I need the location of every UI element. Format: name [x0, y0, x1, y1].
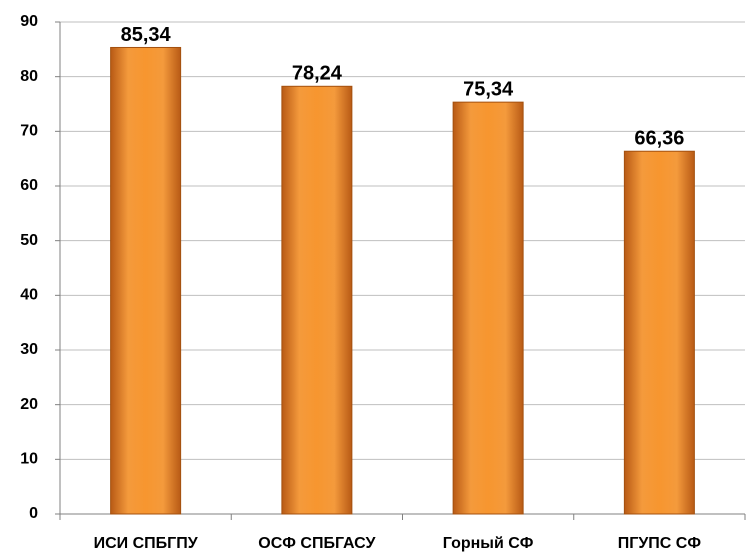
value-label: 66,36: [634, 128, 684, 150]
bar: [623, 150, 695, 515]
value-label: 78,24: [292, 63, 343, 85]
x-tick-label: ОСФ СПБГАСУ: [258, 535, 376, 552]
y-tick-label: 30: [20, 341, 38, 358]
y-tick-label: 50: [20, 232, 38, 249]
y-tick-label: 0: [29, 505, 38, 522]
y-tick-label: 40: [20, 287, 38, 304]
y-tick-label: 80: [20, 68, 38, 85]
y-tick-label: 70: [20, 123, 38, 140]
y-tick-label: 60: [20, 177, 38, 194]
value-label: 75,34: [463, 78, 514, 100]
x-tick-label: ИСИ СПБГПУ: [94, 535, 199, 552]
bar: [281, 85, 353, 515]
x-tick-label: Горный СФ: [443, 535, 534, 552]
bar: [110, 46, 182, 515]
x-tick-label: ПГУПС СФ: [618, 535, 702, 552]
value-label: 85,34: [121, 24, 172, 46]
bar: [452, 101, 524, 515]
y-tick-label: 10: [20, 451, 38, 468]
y-tick-label: 20: [20, 396, 38, 413]
y-tick-label: 90: [20, 13, 38, 30]
